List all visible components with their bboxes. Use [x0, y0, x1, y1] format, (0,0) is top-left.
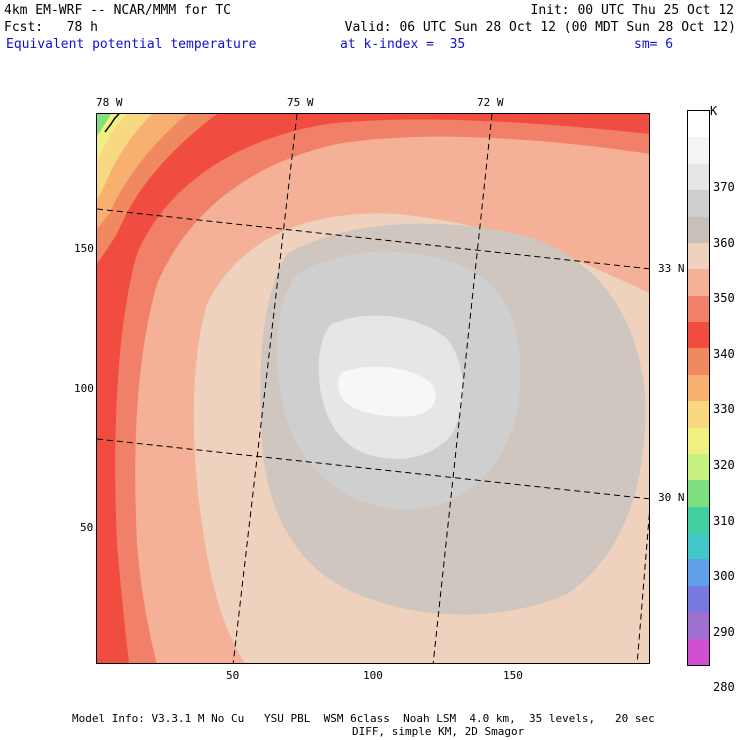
band-315 — [97, 114, 127, 159]
colorbar-segment — [688, 480, 709, 508]
valid-time: Valid: 06 UTC Sun 28 Oct 12 (00 MDT Sun … — [344, 20, 736, 35]
colorbar-segment — [688, 242, 709, 270]
x-tick-100: 100 — [363, 669, 383, 682]
colorbar-unit: K — [710, 104, 718, 118]
coastline — [104, 114, 120, 133]
colorbar-segment — [688, 295, 709, 323]
map-field — [97, 114, 649, 663]
colorbar-segment — [688, 559, 709, 587]
lon-label-78w: 78 W — [96, 96, 123, 109]
colorbar-label: 290 — [713, 624, 735, 639]
colorbar-segment — [688, 533, 709, 560]
colorbar-segment — [688, 612, 709, 640]
theta-e-map — [96, 113, 650, 664]
colorbar-segment — [688, 638, 709, 666]
model-info-2: DIFF, simple KM, 2D Smagor — [352, 725, 525, 738]
colorbar-segment — [688, 111, 709, 138]
colorbar-label: 280 — [713, 680, 735, 695]
colorbar-segment — [688, 216, 709, 244]
y-tick-100: 100 — [74, 382, 94, 395]
colorbar-label: 370 — [713, 180, 735, 194]
field-name: Equivalent potential temperature — [6, 37, 257, 52]
init-time: Init: 00 UTC Thu 25 Oct 12 — [530, 3, 735, 18]
colorbar-segment — [688, 453, 709, 481]
lon-line-69w — [636, 512, 649, 663]
band-350 — [97, 114, 649, 663]
lat-label-33n: 33 N — [658, 262, 685, 275]
colorbar-label: 300 — [713, 569, 735, 584]
colorbar-segment — [688, 190, 709, 218]
model-title: 4km EM-WRF -- NCAR/MMM for TC — [4, 3, 231, 18]
graticule — [97, 114, 649, 663]
colorbar-segment — [688, 374, 709, 402]
lon-line-72w — [432, 114, 493, 663]
colorbar-label: 310 — [713, 513, 735, 528]
colorbar-segment — [688, 322, 709, 349]
lon-label-72w: 72 W — [477, 96, 504, 109]
region-370 — [337, 366, 436, 417]
forecast-hour: Fcst: 78 h — [4, 20, 98, 35]
colorbar-label: 330 — [713, 402, 735, 417]
lat-line-33n — [97, 208, 649, 270]
colorbar-segment — [688, 401, 709, 429]
colorbar-label: 320 — [713, 458, 735, 472]
colorbar-segment — [688, 269, 709, 297]
x-tick-50: 50 — [226, 669, 240, 682]
colorbar-segment — [688, 506, 709, 534]
lat-label-30n: 30 N — [658, 491, 685, 504]
band-310 — [97, 114, 111, 136]
colorbar — [687, 110, 710, 666]
model-info: Model Info: V3.3.1 M No Cu YSU PBL WSM 6… — [72, 712, 655, 725]
colorbar-segment — [688, 427, 709, 455]
lat-line-30n — [97, 438, 649, 500]
y-tick-150: 150 — [74, 242, 94, 255]
colorbar-segment — [688, 137, 709, 165]
level-info: at k-index = 35 — [340, 37, 466, 52]
band-320 — [97, 114, 152, 199]
colorbar-label: 350 — [713, 291, 735, 306]
x-tick-150: 150 — [503, 669, 523, 682]
colorbar-segment — [688, 348, 709, 376]
colorbar-segment — [688, 163, 709, 191]
y-tick-50: 50 — [80, 521, 94, 534]
smoothing-info: sm= 6 — [634, 37, 674, 52]
lon-line-75w — [232, 114, 298, 663]
colorbar-label: 340 — [713, 346, 735, 361]
colorbar-segment — [688, 585, 709, 613]
lon-label-75w: 75 W — [287, 96, 314, 109]
colorbar-label: 360 — [713, 235, 735, 250]
